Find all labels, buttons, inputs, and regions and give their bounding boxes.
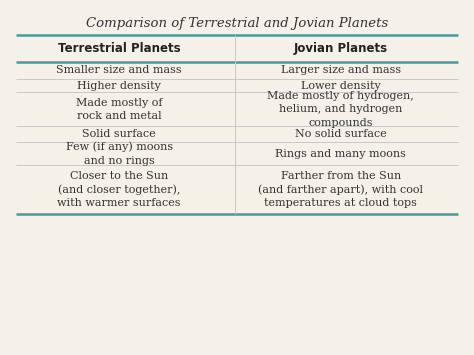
Text: Larger size and mass: Larger size and mass	[281, 65, 401, 75]
Text: Higher density: Higher density	[77, 81, 161, 91]
Text: Smaller size and mass: Smaller size and mass	[56, 65, 182, 75]
Text: Farther from the Sun
(and farther apart), with cool
temperatures at cloud tops: Farther from the Sun (and farther apart)…	[258, 171, 423, 208]
Text: Solid surface: Solid surface	[82, 129, 156, 140]
Text: Made mostly of
rock and metal: Made mostly of rock and metal	[76, 98, 163, 121]
Text: Rings and many moons: Rings and many moons	[275, 149, 406, 159]
Text: No solid surface: No solid surface	[295, 129, 386, 140]
Text: Comparison of Terrestrial and Jovian Planets: Comparison of Terrestrial and Jovian Pla…	[86, 17, 388, 30]
Text: Few (if any) moons
and no rings: Few (if any) moons and no rings	[65, 142, 173, 165]
Text: Terrestrial Planets: Terrestrial Planets	[58, 43, 181, 55]
Text: Made mostly of hydrogen,
helium, and hydrogen
compounds: Made mostly of hydrogen, helium, and hyd…	[267, 91, 414, 127]
Text: Closer to the Sun
(and closer together),
with warmer surfaces: Closer to the Sun (and closer together),…	[57, 171, 181, 208]
Text: Jovian Planets: Jovian Planets	[293, 43, 388, 55]
Text: Lower density: Lower density	[301, 81, 381, 91]
